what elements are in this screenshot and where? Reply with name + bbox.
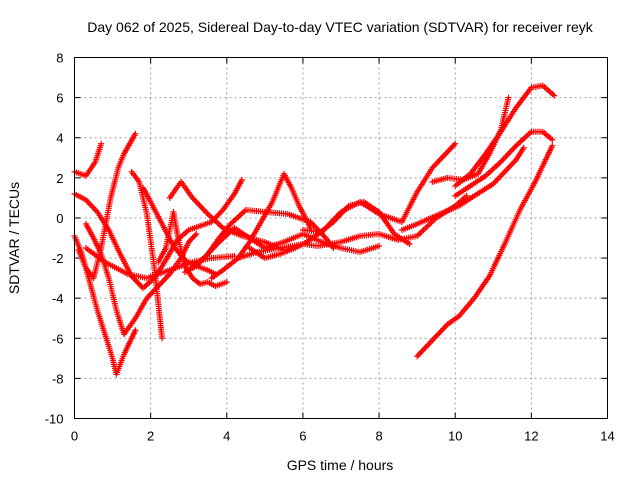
data-point	[197, 203, 204, 210]
data-point	[406, 241, 413, 248]
data-point	[132, 327, 139, 334]
data-point	[507, 148, 514, 155]
y-tick-label: 2	[56, 171, 63, 186]
data-point	[433, 332, 440, 339]
x-tick-label: 12	[524, 429, 538, 444]
data-point	[452, 140, 459, 147]
data-point	[416, 350, 423, 357]
x-tick-label: 6	[299, 429, 306, 444]
data-point	[195, 200, 202, 207]
series-track-04	[71, 232, 139, 378]
y-tick-label: -2	[52, 251, 64, 266]
data-point	[441, 324, 448, 331]
data-point	[200, 206, 207, 213]
series-track-09	[155, 208, 230, 290]
data-point	[423, 343, 430, 350]
data-point	[132, 130, 139, 137]
data-point	[508, 147, 515, 154]
series-track-12	[185, 224, 383, 274]
data-point	[199, 205, 206, 212]
data-point	[432, 334, 439, 341]
data-point	[223, 279, 230, 286]
y-tick-label: -10	[45, 412, 64, 427]
data-point	[504, 151, 511, 158]
y-axis-label: SDTVAR / TECUs	[6, 182, 22, 294]
x-tick-label: 4	[223, 429, 230, 444]
data-point	[98, 140, 105, 147]
data-point	[421, 346, 428, 353]
data-point	[193, 199, 200, 206]
series-track-03	[71, 176, 246, 292]
series-track-06	[82, 245, 238, 282]
x-tick-label: 2	[147, 429, 154, 444]
series-track-19	[452, 128, 556, 199]
data-point	[463, 192, 470, 199]
data-point	[196, 202, 203, 209]
y-tick-label: 0	[56, 211, 63, 226]
data-point	[159, 335, 166, 342]
data-point	[549, 142, 556, 149]
data-point	[201, 208, 208, 215]
data-point	[502, 154, 509, 161]
data-point	[426, 340, 433, 347]
data-point	[439, 327, 446, 334]
data-point	[434, 331, 441, 338]
data-point	[414, 353, 421, 360]
series-track-17	[398, 144, 527, 233]
data-point	[506, 150, 513, 157]
data-series	[71, 82, 558, 378]
y-tick-label: -6	[52, 331, 64, 346]
data-point	[437, 328, 444, 335]
data-point	[503, 152, 510, 159]
data-point	[192, 232, 199, 239]
data-point	[307, 224, 314, 231]
data-point	[415, 351, 422, 358]
x-tick-label: 14	[600, 429, 614, 444]
data-point	[436, 329, 443, 336]
data-point	[551, 92, 558, 99]
x-axis-label: GPS time / hours	[287, 457, 394, 473]
series-track-13	[208, 170, 314, 282]
series-track-16	[299, 140, 459, 235]
series-track-21	[414, 142, 556, 360]
x-tick-label: 0	[71, 429, 78, 444]
data-point	[239, 176, 246, 183]
series-track-10	[166, 178, 287, 254]
series-track-01	[71, 140, 105, 179]
data-point	[427, 338, 434, 345]
x-tick-label: 10	[448, 429, 462, 444]
data-point	[511, 144, 518, 151]
y-tick-label: 8	[56, 51, 63, 66]
data-point	[193, 230, 200, 237]
series-track-07	[128, 168, 166, 342]
chart-title: Day 062 of 2025, Sidereal Day-to-day VTE…	[87, 19, 593, 35]
x-tick-label: 8	[375, 429, 382, 444]
plot-frame	[74, 57, 608, 419]
axis-ticks: 0 2 4 6 8 10 12 14 -10 -8 -6 -4 -2 0 2 4 6 8	[45, 51, 615, 444]
data-point	[505, 94, 512, 101]
data-point	[203, 209, 210, 216]
data-point	[376, 243, 383, 250]
y-tick-label: -8	[52, 371, 64, 386]
data-point	[510, 145, 517, 152]
y-tick-label: -4	[52, 291, 64, 306]
data-point	[499, 157, 506, 164]
series-track-05	[82, 220, 200, 338]
data-point	[418, 348, 425, 355]
data-point	[440, 325, 447, 332]
y-tick-label: 4	[56, 131, 63, 146]
grid-lines	[74, 57, 608, 419]
data-point	[419, 347, 426, 354]
data-point	[430, 335, 437, 342]
data-point	[549, 136, 556, 143]
data-point	[422, 344, 429, 351]
data-point	[192, 197, 199, 204]
data-point	[520, 144, 527, 151]
series-track-20	[452, 82, 558, 189]
y-tick-label: 6	[56, 91, 63, 106]
data-point	[425, 341, 432, 348]
data-point	[500, 155, 507, 162]
